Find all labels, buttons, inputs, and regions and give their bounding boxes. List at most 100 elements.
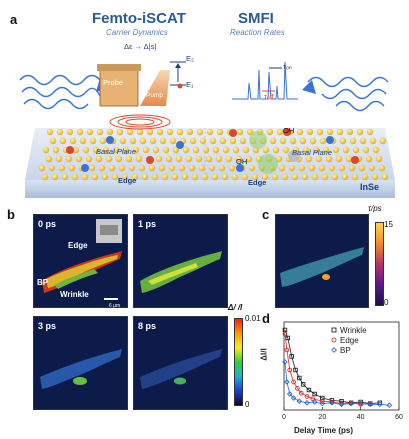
lattice-atom <box>241 173 249 181</box>
carrier-dot <box>326 136 334 144</box>
lattice-atom <box>116 128 124 136</box>
frame-3ps <box>33 316 128 410</box>
lattice-atom <box>82 146 90 154</box>
lattice-atom <box>261 173 269 181</box>
lattice-atom <box>158 164 166 172</box>
lattice-atom <box>378 164 386 172</box>
lattice-atom <box>336 128 344 136</box>
series-line-wrinkle <box>284 329 380 405</box>
lattice-atom <box>79 137 87 145</box>
legend-label: BP <box>340 346 351 355</box>
oh-label-1: OH <box>236 157 248 166</box>
lattice-atom <box>42 146 50 154</box>
data-point-wrinkle <box>339 399 344 404</box>
lattice-atom <box>379 137 387 145</box>
laser-wave-left <box>19 74 110 110</box>
panel-letter-c: c <box>262 207 270 222</box>
lattice-atom <box>346 128 354 136</box>
frame-0ps <box>33 214 128 308</box>
frame-1ps-time: 1 ps <box>138 219 157 229</box>
lattice-atom <box>189 137 197 145</box>
data-point-wrinkle <box>306 387 312 393</box>
data-point-bp <box>296 398 303 404</box>
data-point-bp <box>286 391 293 397</box>
lattice-atom <box>221 173 229 181</box>
lattice-atom <box>112 146 120 154</box>
lattice-atom <box>101 173 109 181</box>
e2-label: E₂ <box>186 54 194 63</box>
lattice-atom <box>142 146 150 154</box>
lattice-atom <box>175 155 183 163</box>
data-point-bp <box>338 401 345 408</box>
data-point-bp <box>386 402 393 408</box>
lattice-atom <box>199 137 207 145</box>
edge-annotation: Edge <box>68 241 88 250</box>
lattice-atom <box>271 173 279 181</box>
lattice-atom <box>366 128 374 136</box>
lattice-atom <box>362 146 370 154</box>
colorbar-b-title: Δ/ /l <box>228 303 243 312</box>
frame-8ps-time: 8 ps <box>138 321 157 331</box>
lattice-atom <box>56 128 64 136</box>
colorbar-b <box>234 318 243 406</box>
lattice-atom <box>159 137 167 145</box>
lattice-atom <box>49 137 57 145</box>
lattice-atom <box>41 173 49 181</box>
lattice-atom <box>302 146 310 154</box>
lattice-atom <box>201 173 209 181</box>
lattice-atom <box>356 128 364 136</box>
lattice-atom <box>229 137 237 145</box>
lattice-atom <box>96 128 104 136</box>
wrinkle-annotation: Wrinkle <box>60 290 89 299</box>
data-point-edge <box>284 347 290 353</box>
lattice-atom <box>351 173 359 181</box>
carrier-dot <box>351 156 359 164</box>
lattice-atom <box>195 155 203 163</box>
lattice-atom <box>156 128 164 136</box>
lattice-atom <box>95 155 103 163</box>
lattice-atom <box>115 155 123 163</box>
lattice-atom <box>301 173 309 181</box>
lattice-atom <box>191 173 199 181</box>
lattice-atom <box>375 155 383 163</box>
lattice-atom <box>236 128 244 136</box>
lattice-atom <box>81 173 89 181</box>
frame-3ps-time: 3 ps <box>38 321 57 331</box>
lattice-atom <box>38 164 46 172</box>
lattice-atom <box>349 137 357 145</box>
lattice-atom <box>198 164 206 172</box>
lattice-atom <box>225 155 233 163</box>
lattice-atom <box>182 146 190 154</box>
panel-a-illustration <box>19 61 395 198</box>
lattice-atom <box>89 137 97 145</box>
data-point-edge <box>295 386 300 391</box>
lattice-atom <box>219 137 227 145</box>
x-tick-label: 40 <box>357 414 365 421</box>
carrier-dot <box>106 136 114 144</box>
lattice-atom <box>178 164 186 172</box>
lattice-atom <box>342 146 350 154</box>
lattice-atom <box>309 137 317 145</box>
lattice-atom <box>279 137 287 145</box>
lattice-atom <box>332 146 340 154</box>
laser-wave-right <box>302 76 389 112</box>
e1-label: E₁ <box>186 80 194 89</box>
lattice-atom <box>152 146 160 154</box>
insel-slab-front <box>25 180 395 198</box>
x-tick-label: 20 <box>318 414 326 421</box>
data-point-edge <box>282 331 288 337</box>
data-point-wrinkle <box>300 382 306 387</box>
lattice-atom <box>281 173 289 181</box>
frame-3ps-image <box>34 317 127 409</box>
lattice-atom <box>312 146 320 154</box>
data-point-wrinkle <box>312 391 317 397</box>
lattice-atom <box>61 173 69 181</box>
lattice-atom <box>128 164 136 172</box>
lattice-atom <box>266 128 274 136</box>
lattice-atom <box>196 128 204 136</box>
tau-on-label: τₒₙ <box>283 62 292 71</box>
fluorescent-molecules <box>229 128 300 174</box>
lattice-atom <box>132 146 140 154</box>
lattice-atom <box>211 173 219 181</box>
